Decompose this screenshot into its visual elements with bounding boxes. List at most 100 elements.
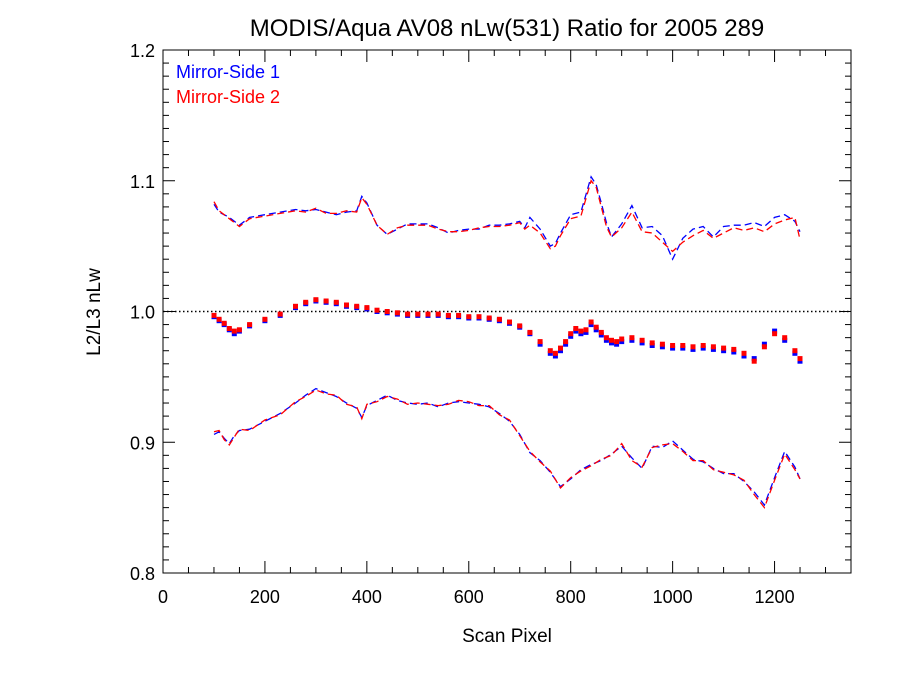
mirror-side-2-point <box>710 344 716 350</box>
mirror-side-2-point <box>537 339 543 345</box>
mirror-side-2-point <box>517 323 523 329</box>
mirror-side-2-point <box>583 327 589 333</box>
mirror-side-1-point <box>639 340 645 346</box>
mirror-side-1-point <box>680 345 686 351</box>
mirror-side-2-point <box>568 331 574 337</box>
mirror-side-2-point <box>593 324 599 330</box>
mirror-side-1-point <box>552 353 558 359</box>
x-axis-label: Scan Pixel <box>462 626 552 647</box>
mirror-side-2-point <box>476 314 482 320</box>
mirror-side-2-point <box>262 316 268 322</box>
mirror-side-1-upper-bound-line <box>213 175 801 261</box>
mirror-side-2-point <box>782 335 788 341</box>
mirror-side-2-point <box>456 312 462 318</box>
mirror-side-2-point <box>751 358 757 364</box>
mirror-side-2-point <box>466 314 472 320</box>
y-tick-label: 1.2 <box>130 41 155 61</box>
mirror-side-2-point <box>384 309 390 314</box>
mirror-side-2-point <box>563 339 569 345</box>
mirror-side-2-point <box>507 319 512 325</box>
mirror-side-2-point <box>231 328 237 334</box>
y-tick-label: 1.1 <box>130 172 155 192</box>
mirror-side-1-point <box>659 344 665 350</box>
mirror-side-2-lower-bound-line <box>213 389 801 509</box>
mirror-side-2-point <box>603 335 609 341</box>
mirror-side-2-point <box>558 345 563 351</box>
mirror-side-2-point <box>445 312 451 318</box>
mirror-side-2-point <box>761 344 767 350</box>
y-tick-label: 0.8 <box>130 564 155 584</box>
x-tick-label: 800 <box>556 587 586 607</box>
mirror-side-2-point <box>277 311 283 317</box>
legend: Mirror-Side 1 Mirror-Side 2 <box>176 62 280 107</box>
mirror-side-2-point <box>772 331 778 337</box>
mirror-side-2-point <box>690 344 696 350</box>
mirror-side-2-point <box>721 345 727 351</box>
mirror-side-1-point <box>593 327 599 333</box>
mirror-side-2-point <box>573 326 579 331</box>
mirror-side-2-point <box>578 328 584 334</box>
mirror-side-1-point <box>782 337 788 343</box>
mirror-side-2-point <box>609 337 614 343</box>
mirror-side-1-point <box>588 322 594 328</box>
mirror-side-1-point <box>761 341 767 347</box>
mirror-side-2-point <box>415 311 421 317</box>
mirror-side-2-point <box>496 316 502 322</box>
mirror-side-2-point <box>293 303 298 309</box>
x-tick-label: 400 <box>352 587 382 607</box>
mirror-side-2-point <box>731 346 737 352</box>
mirror-side-2-point <box>394 310 400 316</box>
mirror-side-2-point <box>344 302 349 308</box>
mirror-side-1-point <box>649 343 655 348</box>
mirror-side-1-point <box>710 346 716 352</box>
mirror-side-2-point <box>792 348 798 354</box>
mirror-side-2-point <box>659 341 665 347</box>
mirror-side-1-point <box>700 345 706 351</box>
mirror-side-1-point <box>537 341 543 347</box>
mirror-side-1-point <box>731 349 737 355</box>
mirror-side-1-point <box>231 331 237 337</box>
mirror-side-2-point <box>547 348 553 354</box>
mirror-side-2-point <box>425 311 431 317</box>
mirror-side-1-points <box>211 298 803 364</box>
mirror-side-2-point <box>435 311 441 317</box>
mirror-side-2-point <box>354 303 360 309</box>
mirror-side-2-point <box>247 322 253 328</box>
mirror-side-1-point <box>619 339 625 345</box>
y-axis-label: L2/L3 nLw <box>84 268 105 356</box>
mirror-side-1-point <box>614 341 620 347</box>
mirror-side-1-point <box>741 353 747 359</box>
y-tick-label: 0.9 <box>130 433 155 453</box>
mirror-side-1-point <box>603 337 609 343</box>
mirror-side-1-point <box>629 337 635 343</box>
mirror-side-1-point <box>547 350 553 356</box>
mirror-side-2-point <box>323 298 329 304</box>
mirror-side-1-point <box>609 340 614 346</box>
mirror-side-2-point <box>226 326 232 331</box>
mirror-side-2-point <box>797 356 803 362</box>
mirror-side-2-point <box>364 305 370 311</box>
mirror-side-2-point <box>486 315 492 321</box>
legend-entry-mirror-side-2: Mirror-Side 2 <box>176 87 280 107</box>
chart-title: MODIS/Aqua AV08 nLw(531) Ratio for 2005 … <box>250 15 765 42</box>
mirror-side-1-point <box>690 346 696 352</box>
mirror-side-2-point <box>552 350 558 356</box>
x-tick-label: 600 <box>454 587 484 607</box>
mirror-side-2-point <box>670 343 676 348</box>
mirror-side-2-point <box>598 329 604 335</box>
axes: 0 200 400 600 800 1000 1200 0.8 0.9 1.0 1.1 1.2 <box>130 41 852 607</box>
mirror-side-2-point <box>216 316 222 322</box>
mirror-side-1-point <box>670 345 676 351</box>
mirror-side-2-point <box>405 311 411 317</box>
mirror-side-1-point <box>772 328 778 334</box>
mirror-side-1-point <box>578 331 584 337</box>
mirror-side-2-point <box>303 299 309 305</box>
mirror-side-2-point <box>313 297 319 303</box>
x-tick-label: 1000 <box>653 587 693 607</box>
mirror-side-1-point <box>751 356 757 362</box>
mirror-side-2-point <box>639 337 645 343</box>
mirror-side-2-point <box>333 299 339 305</box>
mirror-side-2-point <box>221 320 227 326</box>
